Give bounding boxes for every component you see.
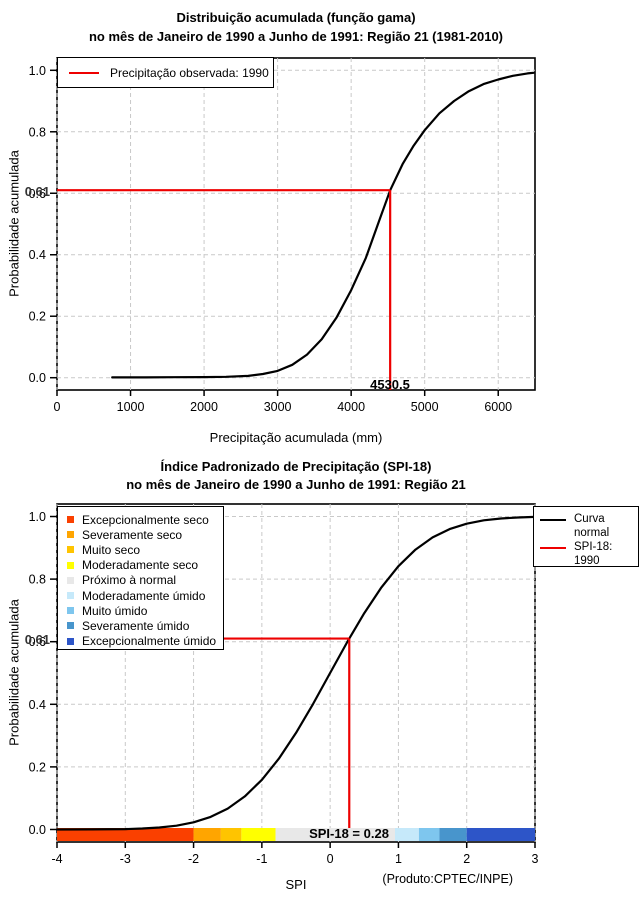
category-legend-item: Moderadamente seco	[58, 558, 223, 573]
x-tick-label: 3	[532, 852, 539, 866]
x-tick-label: 3000	[264, 400, 292, 414]
category-legend-item: Muito seco	[58, 542, 223, 557]
category-legend-label: Moderadamente seco	[82, 558, 199, 573]
colorbar-segment	[220, 828, 242, 841]
category-legend-label: Muito úmido	[82, 603, 148, 618]
x-tick-label: -4	[51, 852, 62, 866]
x-tick-label: -2	[188, 852, 199, 866]
y-tick-label: 0.6	[29, 635, 46, 649]
colorbar-segment	[241, 828, 276, 841]
category-legend-item: Muito úmido	[58, 603, 223, 618]
y-tick-label: 0.4	[29, 698, 46, 712]
x-tick-label: -1	[256, 852, 267, 866]
category-legend-item: Excepcionalmente úmido	[58, 634, 223, 649]
category-legend-label: Severamente seco	[82, 527, 183, 542]
category-swatch-icon	[67, 592, 74, 600]
category-legend-item: Próximo à normal	[58, 573, 223, 588]
chart2-title: Índice Padronizado de Precipitação (SPI-…	[160, 459, 432, 474]
chart1-legend: Precipitação observada: 1990	[57, 57, 274, 88]
chart1-title: Distribuição acumulada (função gama)	[176, 10, 416, 25]
x-tick-label: 2000	[190, 400, 218, 414]
x-tick-label: 6000	[484, 400, 512, 414]
x-tick-label: -3	[120, 852, 131, 866]
line-legend-item: Curva normal	[534, 513, 638, 540]
line-sample-icon	[540, 547, 566, 549]
chart1-reference-y-label: 0.61	[24, 184, 50, 199]
x-tick-label: 0	[327, 852, 334, 866]
category-legend-label: Excepcionalmente úmido	[82, 634, 217, 649]
x-tick-label: 1	[395, 852, 402, 866]
colorbar-segment	[193, 828, 221, 841]
chart1-subtitle: no mês de Janeiro de 1990 a Junho de 199…	[88, 29, 504, 44]
category-swatch-icon	[67, 607, 74, 615]
y-tick-label: 0.8	[29, 573, 46, 587]
category-legend-item: Moderadamente úmido	[58, 588, 223, 603]
category-swatch-icon	[67, 576, 74, 584]
category-swatch-icon	[67, 531, 74, 539]
category-swatch-icon	[67, 637, 74, 645]
chart2-subtitle: no mês de Janeiro de 1990 a Junho de 199…	[126, 477, 466, 492]
chart2-line-legend: Curva normal SPI-18: 1990	[533, 506, 639, 567]
y-tick-label: 0.0	[29, 371, 46, 385]
red-line-sample-icon	[69, 71, 99, 74]
chart1-reference-x-label: 4530.5	[370, 377, 410, 392]
category-swatch-icon	[67, 546, 74, 554]
chart2-y-axis-label: Probabilidade acumulada	[6, 599, 22, 746]
x-tick-label: 5000	[411, 400, 439, 414]
x-tick-label: 0	[54, 400, 61, 414]
category-legend-label: Excepcionalmente seco	[82, 512, 209, 527]
y-tick-label: 0.8	[29, 125, 46, 139]
category-legend-item: Severamente úmido	[58, 618, 223, 633]
y-tick-label: 0.2	[29, 310, 46, 324]
category-legend-item: Severamente seco	[58, 527, 223, 542]
cdf-curve	[55, 515, 537, 831]
category-legend-label: Próximo à normal	[82, 573, 177, 588]
colorbar-segment	[395, 828, 419, 841]
line-legend-item: SPI-18: 1990	[534, 541, 638, 568]
chart1-x-axis-label: Precipitação acumulada (mm)	[209, 430, 383, 445]
y-tick-label: 1.0	[29, 510, 46, 524]
chart2-reference-x-label: SPI-18 = 0.28	[309, 826, 389, 841]
plot-frame	[56, 57, 536, 391]
category-legend-label: Severamente úmido	[82, 618, 190, 633]
chart2-category-legend: Excepcionalmente seco Severamente seco Mui…	[57, 506, 224, 650]
y-tick-label: 0.0	[29, 823, 46, 837]
chart1-legend-label: Precipitação observada: 1990	[110, 65, 269, 80]
line-sample-icon	[540, 519, 566, 521]
category-swatch-icon	[67, 516, 74, 524]
chart2-footnote: (Produto:CPTEC/INPE)	[382, 872, 513, 886]
colorbar-segment	[439, 828, 467, 841]
x-tick-label: 4000	[337, 400, 365, 414]
x-tick-label: 1000	[117, 400, 145, 414]
category-swatch-icon	[67, 561, 74, 569]
line-legend-label: SPI-18: 1990	[574, 541, 613, 567]
chart2-reference-y-label: 0.61	[24, 632, 50, 647]
colorbar-segment	[466, 828, 535, 841]
colorbar-segment	[418, 828, 440, 841]
category-legend-label: Muito seco	[82, 542, 141, 557]
y-tick-label: 1.0	[29, 64, 46, 78]
colorbar-segment	[275, 828, 396, 841]
cdf-curve	[111, 71, 535, 379]
category-legend-label: Moderadamente úmido	[82, 588, 206, 603]
category-swatch-icon	[67, 622, 74, 630]
y-tick-label: 0.2	[29, 760, 46, 774]
x-tick-label: 2	[463, 852, 470, 866]
colorbar-segment	[57, 828, 194, 841]
chart1-y-axis-label: Probabilidade acumulada	[6, 150, 22, 297]
y-tick-label: 0.4	[29, 248, 46, 262]
line-legend-label: Curva normal	[574, 513, 610, 539]
category-legend-item: Excepcionalmente seco	[58, 512, 223, 527]
chart2-x-axis-label: SPI	[285, 877, 307, 892]
y-tick-label: 0.6	[29, 187, 46, 201]
